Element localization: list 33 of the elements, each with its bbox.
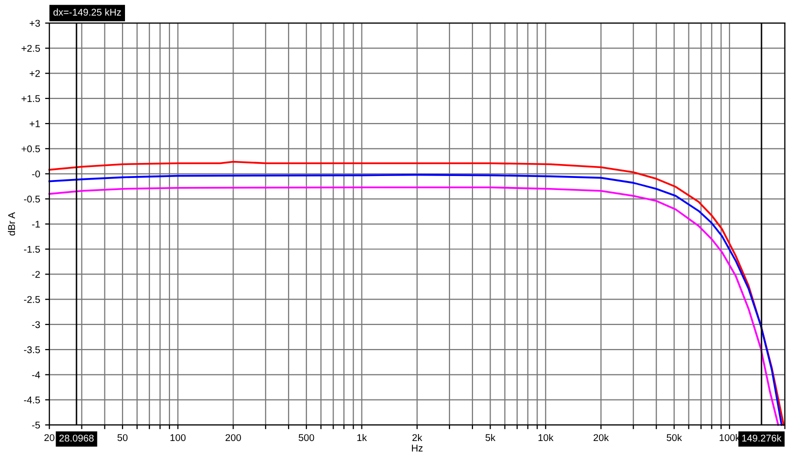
- ref-line-label: 28.0968: [59, 434, 94, 442]
- y-tick-label: -3: [32, 321, 40, 328]
- x-tick-label: 500: [298, 434, 314, 442]
- y-tick-label: -4: [32, 372, 40, 378]
- x-tick-label: 100: [170, 434, 186, 442]
- y-tick-label: +3: [30, 20, 40, 27]
- y-tick-label: -4.5: [24, 396, 40, 404]
- x-axis-title: Hz: [412, 444, 423, 452]
- x-tick-label: 2k: [412, 434, 422, 441]
- x-tick-label: 1k: [357, 434, 367, 441]
- y-tick-label: +0.5: [22, 145, 40, 152]
- y-tick-label: +2: [30, 70, 40, 77]
- text: dx=-149.25 kHz: [53, 8, 121, 16]
- y-tick-label: -2.5: [24, 296, 40, 303]
- y-tick-label: -0: [32, 170, 40, 178]
- x-tick-label: 20k: [594, 434, 609, 442]
- y-tick-label: +1.5: [22, 95, 40, 102]
- y-tick-label: -0.5: [24, 196, 40, 203]
- x-tick-label: 10k: [538, 434, 554, 442]
- y-tick-label: +1: [30, 120, 40, 128]
- y-tick-label: +2.5: [22, 44, 40, 52]
- x-tick-label: 20: [44, 434, 54, 442]
- y-tick-label: -3.5: [24, 346, 40, 354]
- x-tick-label: 50k: [666, 434, 682, 442]
- x-tick-label: 5k: [486, 434, 496, 442]
- y-tick-label: -1: [32, 220, 40, 228]
- ref-line-label: 149.276k: [742, 434, 782, 442]
- y-axis-title: dBr A: [8, 212, 16, 236]
- x-tick-label: 50: [118, 434, 128, 442]
- y-tick-label: -5: [32, 422, 40, 429]
- y-tick-label: -1.5: [24, 246, 40, 253]
- x-tick-label: 200: [226, 434, 241, 442]
- y-tick-label: -2: [32, 270, 40, 278]
